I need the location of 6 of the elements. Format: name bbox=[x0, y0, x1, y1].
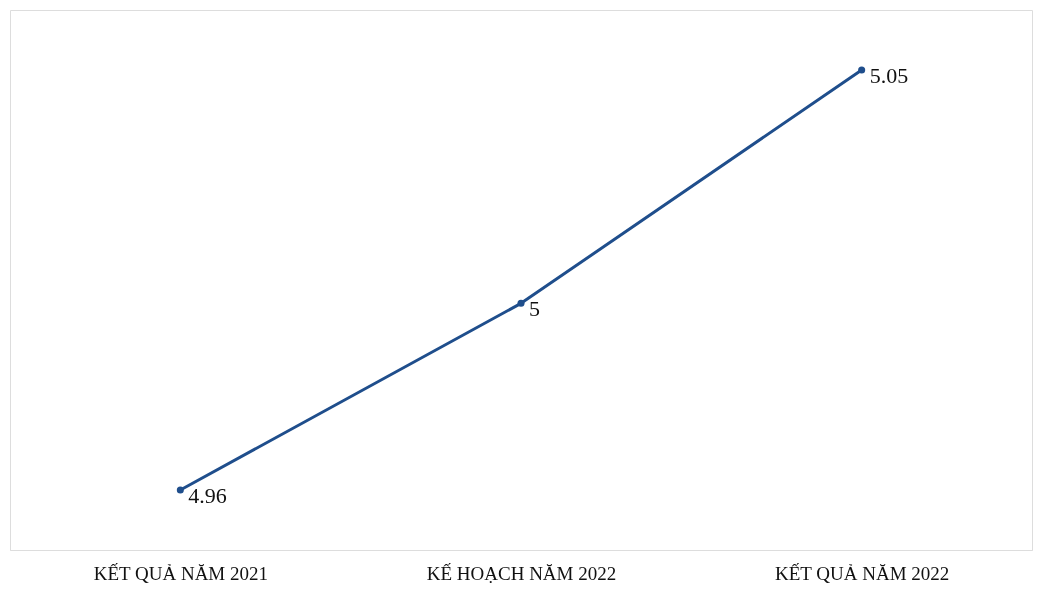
data-label: 5.05 bbox=[869, 63, 909, 88]
x-tick-label: KẾ HOẠCH NĂM 2022 bbox=[426, 562, 617, 584]
x-tick-label: KẾT QUẢ NĂM 2021 bbox=[93, 562, 269, 584]
data-label: 4.96 bbox=[188, 483, 227, 508]
data-label: 5 bbox=[529, 296, 540, 322]
x-tick-label: KẾT QUẢ NĂM 2022 bbox=[774, 562, 950, 584]
